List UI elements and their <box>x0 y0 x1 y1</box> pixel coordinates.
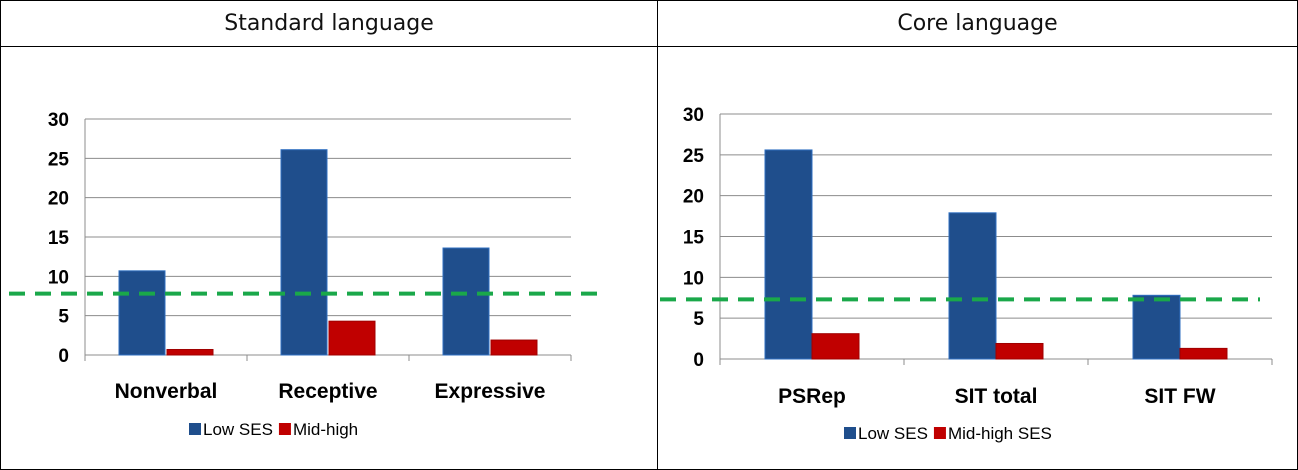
bar-low-ses-sit-total <box>949 213 996 359</box>
y-tick-label: 15 <box>683 228 705 249</box>
bar-mid-high-ses-sit-total <box>996 343 1043 359</box>
y-tick-label: 30 <box>48 110 69 131</box>
x-category-label: Receptive <box>278 380 377 403</box>
core-language-panel: Core language 0 5 10 15 20 25 30 PSRep SIT total… <box>657 0 1298 470</box>
legend-swatch <box>279 423 291 435</box>
standard-language-panel: Standard language 0 5 10 15 20 25 30 Nonverbal R… <box>0 0 658 470</box>
y-tick-label: 10 <box>48 267 69 288</box>
y-tick-label: 30 <box>683 105 704 126</box>
y-tick-label: 10 <box>683 268 704 289</box>
legend-swatch <box>844 427 856 439</box>
legend-label: Low SES <box>858 424 928 443</box>
y-tick-label: 25 <box>48 149 70 170</box>
bar-mid-high-nonverbal <box>167 349 213 355</box>
bar-low-ses-sit-fw <box>1133 295 1180 359</box>
core-language-chart: 0 5 10 15 20 25 30 PSRep SIT total SIT FW Low SES M… <box>658 47 1297 469</box>
bar-low-ses-nonverbal <box>119 271 165 355</box>
x-category-label: SIT total <box>955 385 1038 408</box>
panel-header: Standard language <box>1 1 657 47</box>
y-tick-label: 25 <box>683 146 705 167</box>
legend-label: Low SES <box>203 420 273 439</box>
x-category-label: PSRep <box>778 385 846 408</box>
y-tick-label: 5 <box>693 309 704 330</box>
legend-label: Mid-high <box>293 420 358 439</box>
bar-low-ses-psrep <box>765 150 812 359</box>
y-tick-label: 15 <box>48 228 70 249</box>
bar-mid-high-expressive <box>491 340 537 355</box>
y-tick-label: 0 <box>58 346 69 367</box>
bar-mid-high-ses-sit-fw <box>1180 348 1227 359</box>
y-tick-label: 5 <box>58 307 69 328</box>
legend-label: Mid-high SES <box>948 424 1052 443</box>
y-tick-label: 0 <box>693 350 704 371</box>
x-category-label: SIT FW <box>1144 385 1215 408</box>
panel-header: Core language <box>658 1 1297 47</box>
x-category-label: Expressive <box>435 380 546 403</box>
x-category-label: Nonverbal <box>115 380 218 403</box>
bar-mid-high-ses-psrep <box>812 334 859 359</box>
y-tick-label: 20 <box>48 189 69 210</box>
y-tick-label: 20 <box>683 187 704 208</box>
standard-language-chart: 0 5 10 15 20 25 30 Nonverbal Receptive Expressive… <box>1 47 657 469</box>
bar-mid-high-receptive <box>329 321 375 355</box>
legend-swatch <box>189 423 201 435</box>
bar-low-ses-expressive <box>443 248 489 355</box>
bar-low-ses-receptive <box>281 150 327 355</box>
legend-swatch <box>934 427 946 439</box>
